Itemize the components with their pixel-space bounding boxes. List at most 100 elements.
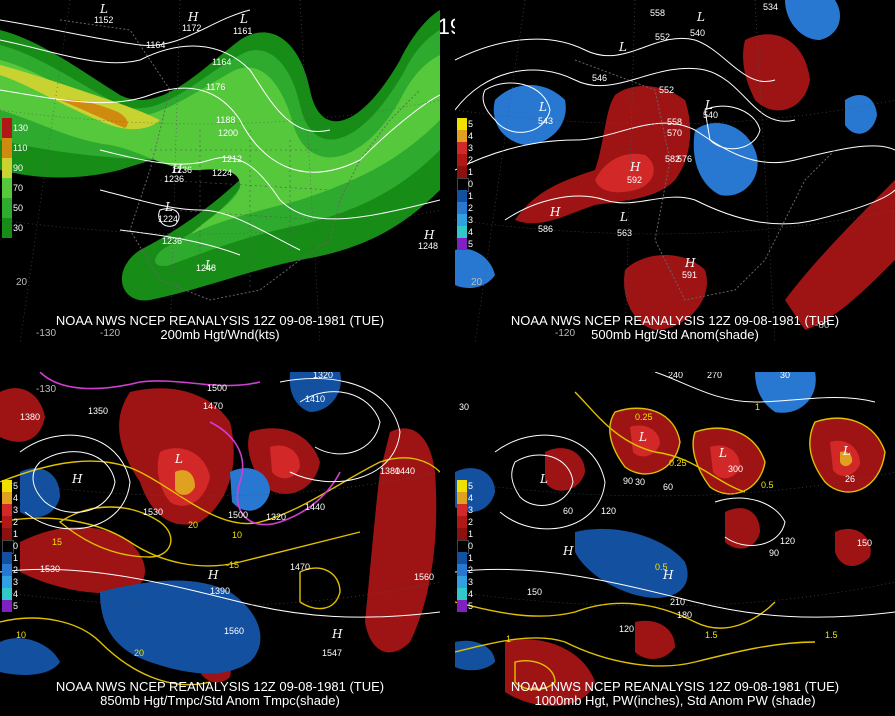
- center-label: L: [165, 200, 173, 214]
- caption-source: NOAA NWS NCEP REANALYSIS 12Z 09-08-1981 …: [55, 313, 385, 328]
- lon-label: -130: [36, 328, 57, 339]
- contour-label: 1547: [322, 648, 343, 658]
- legend-label: 1: [13, 529, 19, 539]
- contour-label: 30: [780, 372, 791, 380]
- contour-label: 563: [617, 228, 633, 238]
- caption-field: 500mb Hgt/Std Anom(shade): [591, 327, 759, 342]
- caption-source: NOAA NWS NCEP REANALYSIS 12Z 09-08-1981 …: [510, 313, 840, 328]
- panel-caption: NOAA NWS NCEP REANALYSIS 12Z 09-08-1981 …: [455, 314, 895, 342]
- legend-label: 2: [468, 203, 474, 213]
- legend-swatch: [457, 130, 467, 142]
- legend-swatch: [457, 564, 467, 576]
- contour-label: 570: [667, 128, 683, 138]
- contour-label: 586: [538, 224, 554, 234]
- coastline: [574, 59, 836, 301]
- legend-swatch: [457, 576, 467, 588]
- legend-swatch: [2, 178, 12, 198]
- legend-swatch: [457, 588, 467, 600]
- pw-label: 1: [755, 402, 761, 412]
- legend-swatch: [457, 202, 467, 214]
- legend-label: 4: [468, 493, 474, 503]
- contour-label: 1236: [164, 174, 185, 184]
- thickness-contour: [39, 372, 341, 526]
- anom-blue-e: [693, 122, 758, 196]
- anom-red-w: [545, 448, 585, 491]
- legend-label: 4: [468, 589, 474, 599]
- contour-label: 120: [780, 536, 796, 546]
- legend-swatch: [457, 504, 467, 516]
- contour-label: 1200: [218, 128, 239, 138]
- legend-swatch: [457, 226, 467, 238]
- pw-label: 1.5: [825, 630, 838, 640]
- legend-swatch: [2, 480, 12, 492]
- anom-blue-w: [493, 85, 566, 145]
- height-contours: [0, 378, 440, 618]
- center-label: L: [697, 10, 705, 24]
- caption-source: NOAA NWS NCEP REANALYSIS 12Z 09-08-1981 …: [55, 679, 385, 694]
- caption-field: 1000mb Hgt, PW(inches), Std Anom PW (sha…: [534, 693, 816, 708]
- contour-label: 558: [650, 8, 666, 18]
- center-label: L: [205, 258, 213, 272]
- temp-label: 10: [232, 530, 243, 540]
- legend-swatch: [2, 198, 12, 218]
- legend-label: 3: [468, 215, 474, 225]
- anom-blue-sw: [455, 248, 495, 288]
- legend-label: 1: [468, 167, 474, 177]
- anom-red-south: [624, 255, 707, 330]
- legend-label: 90: [13, 163, 24, 173]
- legend-label: 3: [13, 577, 19, 587]
- contour-label: 591: [682, 270, 698, 280]
- legend-1000mb: 5 4 3 2 1 0 1 2 3 4 5: [455, 480, 495, 620]
- panel-850mb-map: [0, 372, 440, 686]
- temp-label: 20: [188, 520, 199, 530]
- legend-swatch: [457, 214, 467, 226]
- graticule: [0, 0, 440, 343]
- anom-blue-sw: [455, 640, 495, 671]
- lon-label: -130: [36, 384, 57, 395]
- legend-swatch: [2, 118, 12, 138]
- legend-swatch: [2, 516, 12, 528]
- legend-label: 5: [13, 481, 19, 491]
- graticule: [0, 471, 440, 607]
- legend-label: 1: [13, 553, 19, 563]
- contour-label: 1560: [224, 626, 245, 636]
- contour-label: 540: [690, 28, 706, 38]
- contour-label: 1380: [380, 466, 401, 476]
- caption-field: 850mb Hgt/Tmpc/Std Anom Tmpc(shade): [100, 693, 340, 708]
- legend-label: 30: [13, 223, 24, 233]
- legend-label: 2: [468, 565, 474, 575]
- contour-label: 1440: [395, 466, 416, 476]
- contour-label: 534: [763, 2, 779, 12]
- contour-label: 1188: [216, 115, 236, 125]
- anom-red-core: [595, 153, 654, 193]
- legend-label: 3: [468, 505, 474, 515]
- center-label: L: [175, 452, 183, 466]
- pw-label: 1: [506, 634, 512, 644]
- legend-label: 0: [468, 179, 474, 189]
- center-label: H: [630, 160, 641, 174]
- anom-red-large: [515, 85, 691, 224]
- legend-label: 3: [468, 143, 474, 153]
- legend-label: 4: [468, 131, 474, 141]
- contour-label: 1172: [182, 23, 202, 33]
- contour-label: 576: [677, 154, 693, 164]
- center-label: L: [619, 40, 627, 54]
- center-label: L: [705, 98, 713, 112]
- anom-red-west: [0, 388, 45, 442]
- anom-red-ne-core: [710, 445, 740, 479]
- caption-field: 200mb Hgt/Wnd(kts): [160, 327, 280, 342]
- legend-label: 1: [468, 191, 474, 201]
- anom-red-east: [365, 428, 437, 653]
- anom-red-nc-core: [630, 425, 660, 457]
- contour-label: 546: [592, 73, 608, 83]
- state-lines: [150, 130, 331, 290]
- anom-red-east: [785, 180, 895, 330]
- contour-label: 120: [601, 506, 617, 516]
- legend-swatch: [457, 528, 467, 540]
- legend-label: 3: [468, 577, 474, 587]
- anom-red-s: [635, 620, 675, 659]
- legend-swatch: [457, 552, 467, 564]
- anom-blue-n: [755, 372, 816, 413]
- jet-band-core: [0, 65, 160, 130]
- contour-label: 582: [665, 154, 681, 164]
